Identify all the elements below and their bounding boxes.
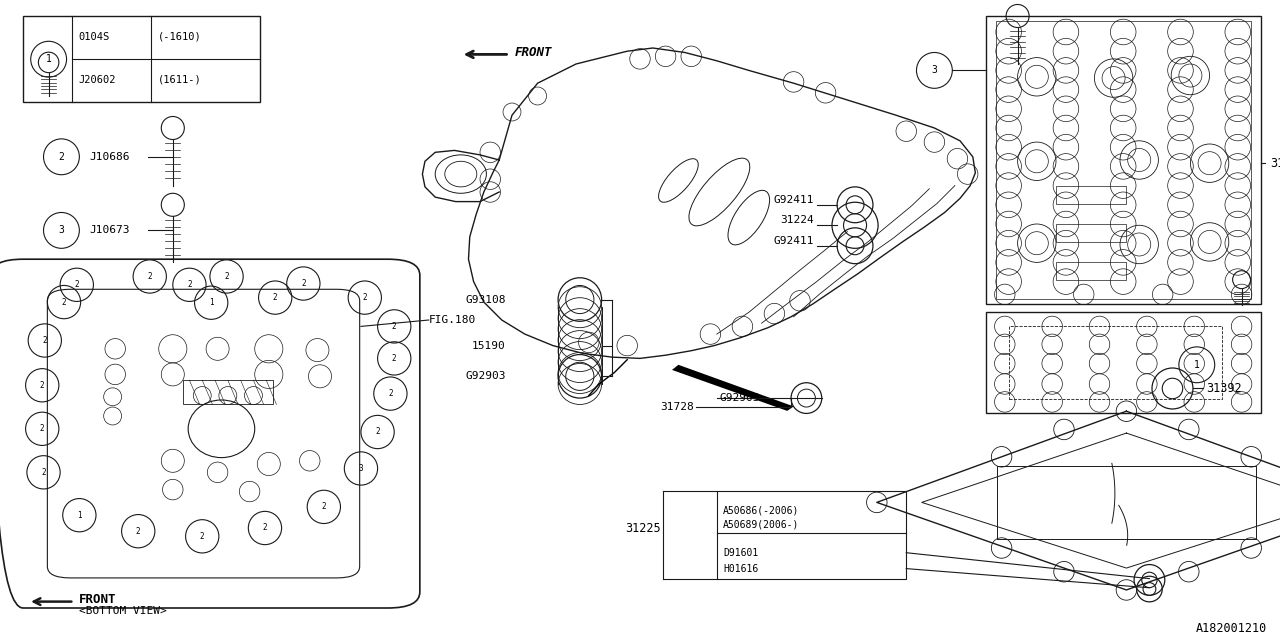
Text: G92903: G92903: [719, 393, 760, 403]
Text: 2: 2: [388, 389, 393, 398]
Bar: [1009, 326, 1222, 399]
Text: 31728: 31728: [660, 402, 694, 412]
Bar: [1056, 186, 1126, 204]
Text: G92411: G92411: [773, 236, 814, 246]
Text: 2: 2: [262, 524, 268, 532]
Text: A50689(2006-): A50689(2006-): [723, 520, 800, 529]
Text: 2: 2: [74, 280, 79, 289]
Text: 2: 2: [42, 336, 47, 345]
Bar: [1056, 224, 1126, 242]
Text: 0104S: 0104S: [78, 32, 109, 42]
Text: D91601: D91601: [723, 548, 759, 557]
Text: A182001210: A182001210: [1196, 622, 1267, 635]
Text: 2: 2: [147, 272, 152, 281]
Text: (-1610): (-1610): [157, 32, 201, 42]
Text: 3: 3: [358, 464, 364, 473]
Text: 1: 1: [46, 54, 51, 64]
Text: 3: 3: [59, 225, 64, 236]
Text: G92411: G92411: [773, 195, 814, 205]
Polygon shape: [672, 365, 794, 411]
Text: J10673: J10673: [90, 225, 131, 236]
Text: 2: 2: [40, 424, 45, 433]
Text: 2: 2: [392, 322, 397, 331]
Bar: [183, 380, 273, 404]
Bar: [1056, 262, 1126, 280]
Text: 31224: 31224: [781, 215, 814, 225]
Text: FRONT: FRONT: [515, 46, 552, 59]
Text: 2: 2: [375, 428, 380, 436]
Bar: [23, 16, 260, 102]
Text: 3: 3: [932, 65, 937, 76]
Text: G92903: G92903: [465, 371, 506, 381]
Text: 1: 1: [1194, 360, 1199, 370]
Text: 2: 2: [200, 532, 205, 541]
Text: <BOTTOM VIEW>: <BOTTOM VIEW>: [79, 606, 168, 616]
Text: 2: 2: [273, 293, 278, 302]
Text: 2: 2: [136, 527, 141, 536]
Text: 1: 1: [209, 298, 214, 307]
Text: 2: 2: [301, 279, 306, 288]
Bar: [717, 491, 906, 579]
Text: J10686: J10686: [90, 152, 131, 162]
Text: H01616: H01616: [723, 564, 759, 573]
Text: 1: 1: [77, 511, 82, 520]
Bar: [986, 312, 1261, 413]
Text: 31392: 31392: [1206, 382, 1242, 395]
Bar: [996, 21, 1251, 299]
Text: A50686(-2006): A50686(-2006): [723, 506, 800, 515]
Text: J20602: J20602: [78, 75, 115, 85]
Text: 31225: 31225: [625, 522, 660, 535]
Text: (1611-): (1611-): [157, 75, 201, 85]
Text: 31706: 31706: [1270, 157, 1280, 170]
Text: 2: 2: [187, 280, 192, 289]
Text: 2: 2: [321, 502, 326, 511]
Text: 15190: 15190: [472, 340, 506, 351]
Text: 2: 2: [59, 152, 64, 162]
Text: 2: 2: [362, 293, 367, 302]
Text: 2: 2: [392, 354, 397, 363]
Text: FIG.180: FIG.180: [429, 315, 476, 325]
Text: FRONT: FRONT: [79, 593, 116, 606]
Text: G93108: G93108: [465, 294, 506, 305]
Text: 2: 2: [61, 298, 67, 307]
Bar: [986, 16, 1261, 304]
Text: 2: 2: [224, 272, 229, 281]
Text: 2: 2: [41, 468, 46, 477]
Text: 2: 2: [40, 381, 45, 390]
